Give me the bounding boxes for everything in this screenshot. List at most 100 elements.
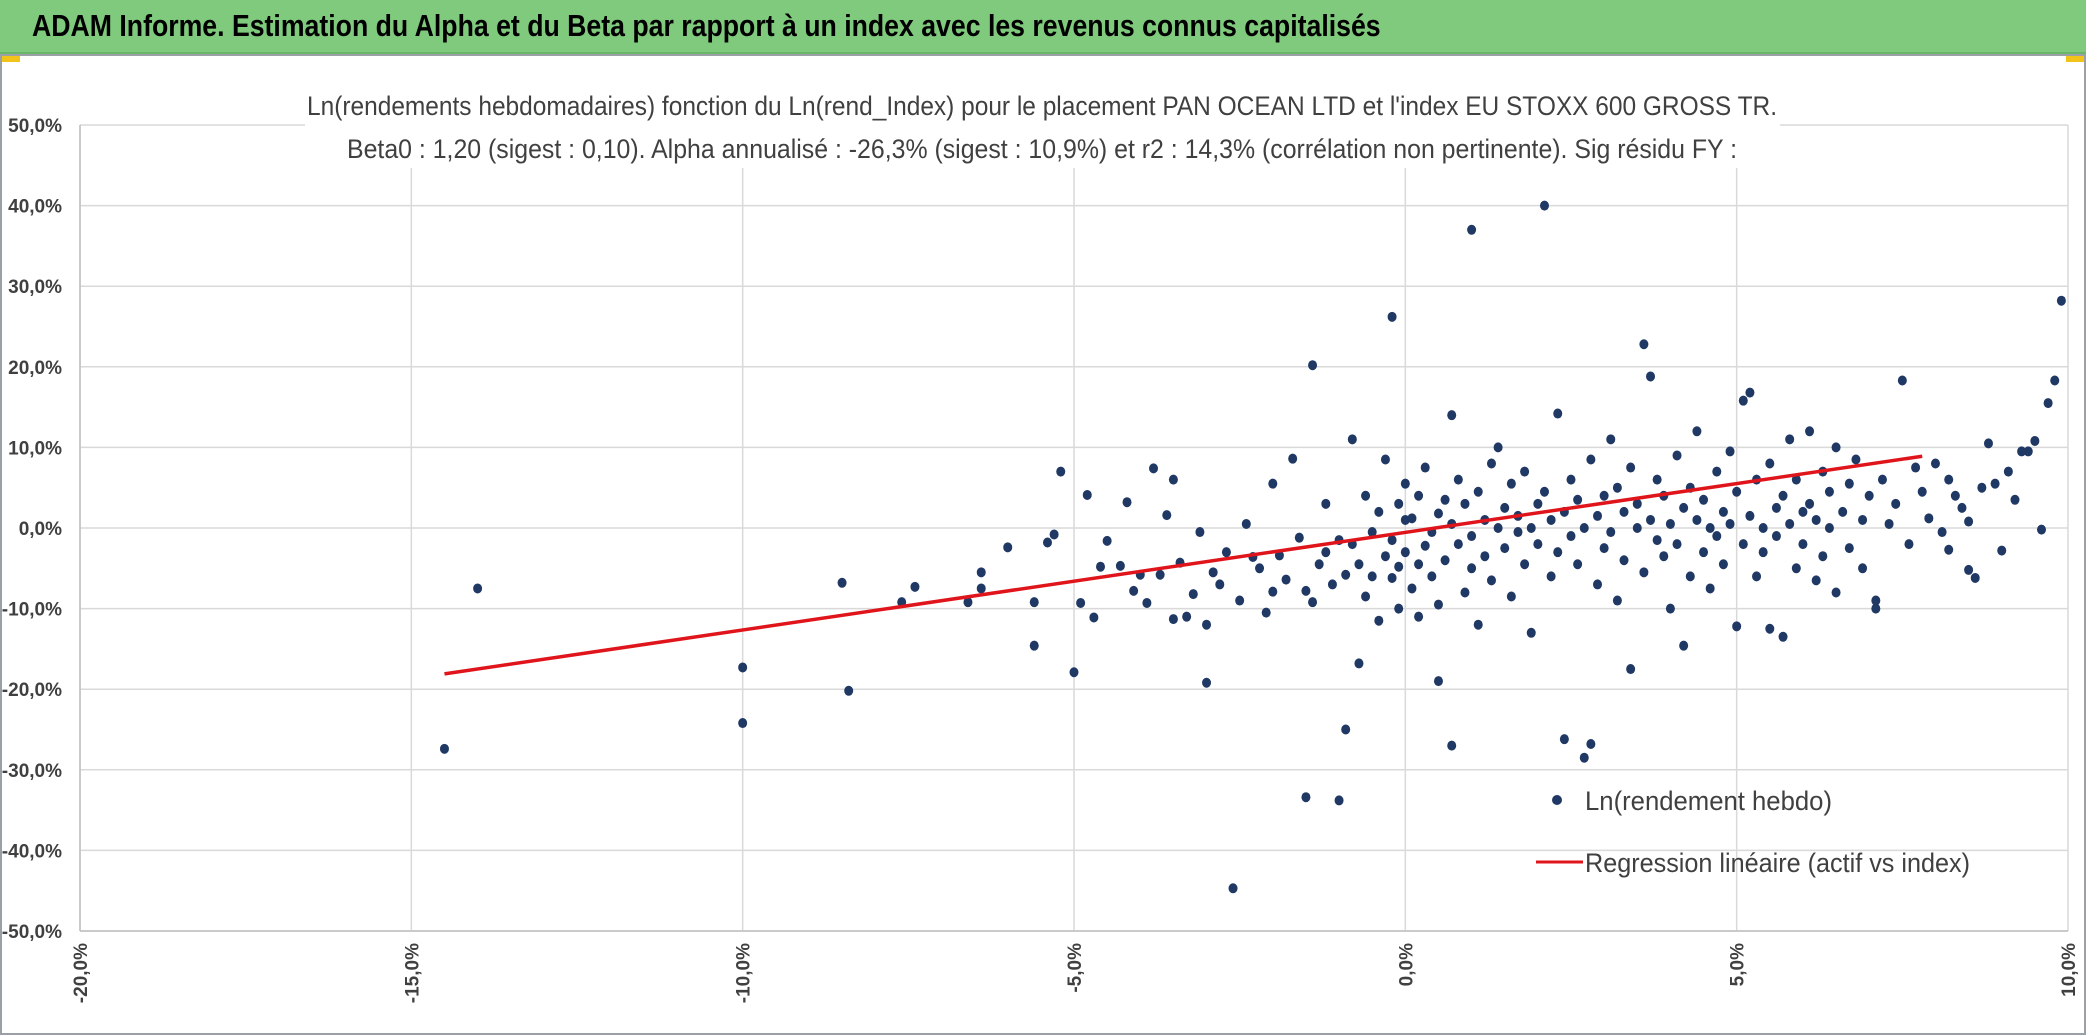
data-point [1162, 510, 1172, 521]
data-point [1679, 640, 1689, 651]
data-point [1314, 559, 1324, 570]
data-point [1705, 583, 1715, 594]
data-point [1460, 498, 1470, 509]
data-point [1685, 571, 1695, 582]
data-point [1334, 795, 1344, 806]
data-point [1042, 537, 1052, 548]
data-point [1122, 497, 1132, 508]
data-point [1553, 547, 1563, 558]
data-point [1480, 551, 1490, 562]
data-point [1699, 547, 1709, 558]
data-point [1606, 527, 1616, 538]
data-point [2017, 446, 2027, 457]
data-point [1433, 599, 1443, 610]
legend-label-scatter: Ln(rendement hebdo) [1585, 786, 1832, 816]
chart-title: Ln(rendements hebdomadaires) fonction du… [305, 88, 1780, 168]
data-point [1288, 453, 1298, 464]
report-title: ADAM Informe. Estimation du Alpha et du … [32, 8, 1381, 43]
data-point [1798, 506, 1808, 517]
data-point [1082, 489, 1092, 500]
data-point [1864, 490, 1874, 501]
data-point [1486, 458, 1496, 469]
data-point [1930, 458, 1940, 469]
data-point [1593, 510, 1603, 521]
data-point [1221, 547, 1231, 558]
data-point [1367, 527, 1377, 538]
data-point [1791, 563, 1801, 574]
data-point [910, 581, 920, 592]
data-point [1771, 502, 1781, 513]
data-point [1056, 466, 1066, 477]
data-point [1639, 339, 1649, 350]
data-point [1771, 531, 1781, 542]
data-point [1712, 466, 1722, 477]
data-point [1394, 603, 1404, 614]
data-point [1281, 574, 1291, 585]
regression-line [444, 454, 1923, 676]
data-point [1195, 527, 1205, 538]
data-point [1732, 621, 1742, 632]
data-point [1824, 486, 1834, 497]
y-tick-label: 30,0% [8, 277, 62, 298]
data-point [1718, 559, 1728, 570]
data-point [1414, 611, 1424, 622]
data-point [1718, 506, 1728, 517]
data-point [1838, 506, 1848, 517]
data-point [1003, 542, 1013, 553]
data-point [473, 583, 483, 594]
data-point [1467, 224, 1477, 235]
y-tick-label: 40,0% [8, 197, 62, 218]
data-point [1699, 494, 1709, 505]
data-point [1341, 569, 1351, 580]
data-point [1652, 474, 1662, 485]
data-point [1573, 494, 1583, 505]
data-point [1858, 563, 1868, 574]
data-point [1904, 539, 1914, 550]
data-point [1268, 478, 1278, 489]
data-point [1778, 631, 1788, 642]
data-point [1897, 375, 1907, 386]
y-tick-label: 50,0% [8, 116, 62, 137]
data-point [1957, 502, 1967, 513]
data-point [1639, 567, 1649, 578]
data-point [1394, 498, 1404, 509]
data-point [1599, 543, 1609, 554]
data-point [1725, 518, 1735, 529]
legend-label-regression: Regression linéaire (actif vs index) [1585, 848, 1970, 878]
axes [79, 125, 2068, 932]
data-point [976, 567, 986, 578]
data-point [1407, 583, 1417, 594]
data-point [2036, 524, 2046, 535]
data-point [1646, 371, 1656, 382]
data-point [1453, 539, 1463, 550]
data-point [1447, 740, 1457, 751]
data-point [1096, 561, 1106, 572]
data-point [844, 685, 854, 696]
data-point [1301, 585, 1311, 596]
data-point [1341, 724, 1351, 735]
chart-title-line-2: Beta0 : 1,20 (sigest : 0,10). Alpha annu… [347, 134, 1737, 164]
data-point [1361, 591, 1371, 602]
data-point [1202, 677, 1212, 688]
data-point [1261, 607, 1271, 618]
data-point [1268, 586, 1278, 597]
data-point [1473, 619, 1483, 630]
data-point [1049, 529, 1059, 540]
data-point [738, 662, 748, 673]
data-point [1586, 739, 1596, 750]
data-point [1871, 595, 1881, 606]
y-tick-label: 0,0% [19, 519, 62, 540]
data-point [1168, 474, 1178, 485]
data-point [1911, 462, 1921, 473]
data-point [1440, 555, 1450, 566]
data-point [1241, 518, 1251, 529]
data-point [1858, 514, 1868, 525]
data-point [1367, 571, 1377, 582]
y-tick-label: -10,0% [2, 600, 62, 621]
data-point [1168, 614, 1178, 625]
data-point [1506, 478, 1516, 489]
data-point [1427, 571, 1437, 582]
x-tick-label: 10,0% [2059, 943, 2080, 997]
data-point [1619, 555, 1629, 566]
data-point [1235, 595, 1245, 606]
